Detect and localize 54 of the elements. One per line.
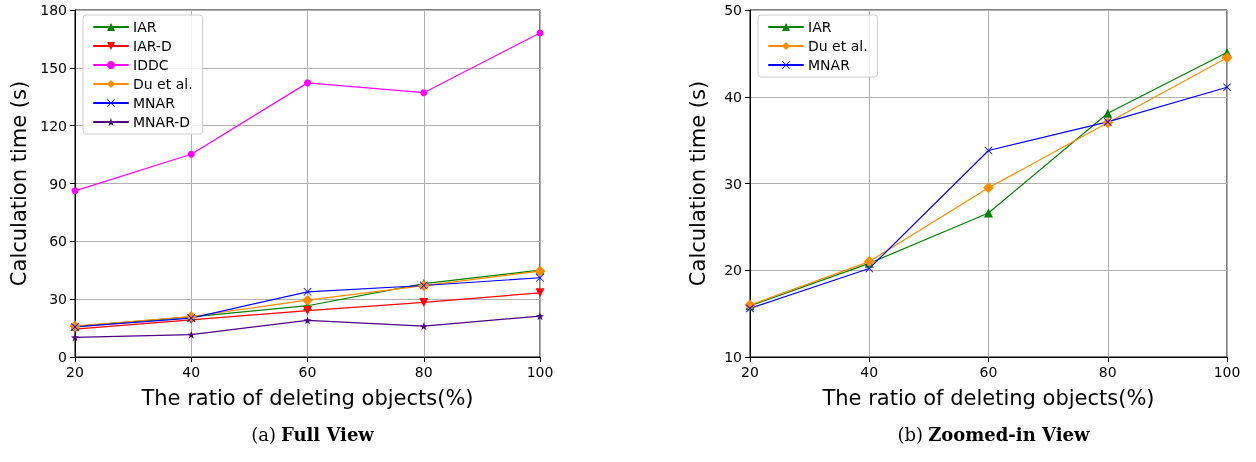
y-tick-label: 120 [40, 117, 67, 134]
point [303, 306, 312, 316]
point [419, 322, 428, 331]
point [71, 187, 79, 195]
legend-label: MNAR-D [133, 114, 191, 130]
legend-label: MNAR [808, 57, 851, 73]
x-tick-label: 80 [414, 364, 433, 380]
point [302, 294, 313, 306]
text: (b) Zoomed-in View [897, 423, 1090, 445]
legend-label: IAR-D [133, 38, 172, 54]
x-tick-label: 40 [860, 364, 879, 380]
point [1221, 52, 1233, 64]
y-tick-label: 30 [49, 291, 67, 308]
legend-label: IAR [808, 19, 832, 35]
legend-label: MNAR [133, 95, 176, 111]
x-tick-label: 100 [1213, 364, 1241, 380]
y-tick-label: 50 [724, 2, 742, 18]
point [984, 208, 993, 218]
x-tick-label: 40 [182, 364, 201, 380]
point [1103, 108, 1113, 118]
y-tick-label: 60 [49, 233, 67, 250]
text: (a) Full View [251, 423, 375, 445]
y-tick-label: 40 [724, 88, 742, 105]
legend-label: IDDC [133, 57, 169, 73]
y-axis-title: Calculation time (s) [6, 80, 31, 287]
point [304, 79, 311, 87]
legend-label: Du et al. [808, 38, 868, 54]
y-tick-label: 150 [40, 59, 67, 76]
point [535, 288, 545, 298]
x-tick-label: 20 [66, 364, 84, 380]
legend-label: Du et al. [133, 76, 193, 92]
y-axis-title: Calculation time (s) [685, 80, 710, 287]
x-axis-title: The ratio of deleting objects(%) [140, 385, 474, 410]
x-tick-label: 60 [298, 364, 317, 380]
x-tick-label: 60 [979, 364, 998, 380]
legend-label: IAR [133, 19, 157, 35]
point [536, 312, 544, 321]
point [1223, 83, 1231, 92]
point [983, 182, 994, 194]
y-tick-label: 0 [58, 349, 67, 365]
point [71, 333, 79, 342]
x-tick-label: 100 [526, 364, 554, 380]
point [303, 316, 312, 325]
y-tick-label: 90 [49, 175, 67, 192]
y-tick-label: 10 [724, 349, 742, 365]
point [187, 150, 195, 158]
point [420, 89, 428, 97]
point [536, 273, 544, 282]
y-tick-label: 180 [40, 2, 67, 18]
y-tick-label: 20 [724, 262, 742, 279]
y-tick-label: 30 [724, 175, 742, 192]
x-tick-label: 80 [1098, 364, 1117, 380]
x-tick-label: 20 [741, 364, 759, 380]
x-axis-title: The ratio of deleting objects(%) [821, 385, 1155, 410]
